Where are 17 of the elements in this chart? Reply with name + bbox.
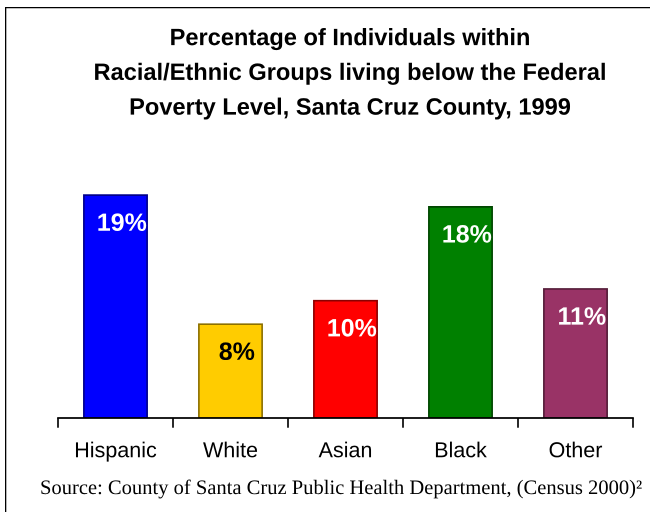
- x-tick-label: Other: [550, 442, 602, 458]
- bar: [543, 288, 608, 418]
- bar: [428, 206, 493, 418]
- data-label: 8%: [220, 342, 254, 360]
- data-label: 19%: [98, 213, 146, 232]
- x-tick-label: Hispanic: [76, 442, 156, 462]
- bar: [198, 323, 263, 418]
- bar: [83, 194, 148, 418]
- data-label: 18%: [443, 225, 492, 243]
- data-label: 11%: [559, 307, 606, 325]
- x-tick-label: White: [203, 442, 258, 458]
- x-tick-label: Black: [436, 442, 487, 458]
- x-tick-label: Asian: [318, 442, 372, 458]
- bar: [313, 300, 378, 418]
- source-note: Source: County of Santa Cruz Public Health Department, (Census 2000)²: [41, 480, 642, 498]
- data-label: 10%: [328, 318, 376, 337]
- chart-title: Percentage of Individuals within Racial/Ethnic Groups living below the Federal Poverty Level, Santa Cruz County, 1999: [95, 28, 605, 120]
